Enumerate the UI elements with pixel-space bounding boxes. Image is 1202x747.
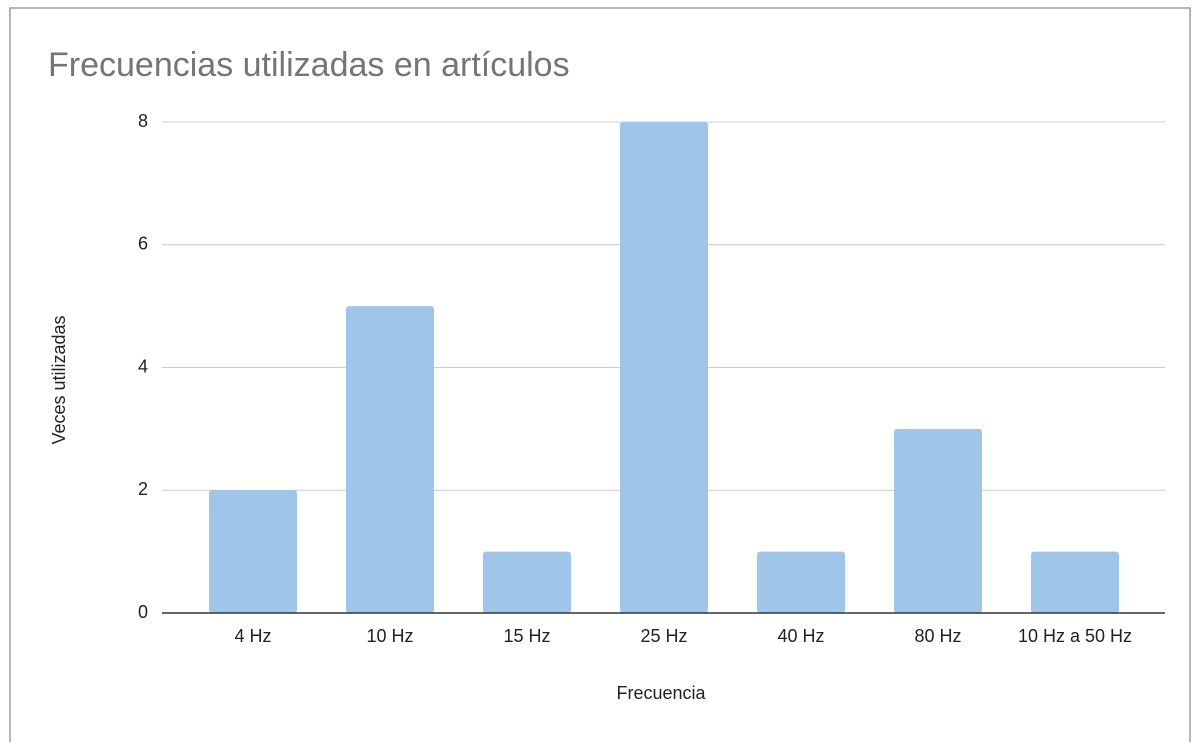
y-tick-label: 2 [138,479,148,499]
x-axis-title: Frecuencia [616,683,706,703]
y-tick-label: 8 [138,111,148,131]
bar [346,306,434,613]
y-tick-label: 6 [138,234,148,254]
bar [209,490,297,613]
chart-title: Frecuencias utilizadas en artículos [48,46,570,84]
x-tick-label: 40 Hz [777,626,824,646]
bar [483,551,571,613]
bar [1031,551,1119,613]
x-tick-label: 15 Hz [503,626,550,646]
bar [894,428,982,613]
y-axis-title: Veces utilizadas [49,315,69,444]
x-tick-label: 10 Hz [366,626,413,646]
x-tick-label: 80 Hz [914,626,961,646]
x-tick-label: 10 Hz a 50 Hz [1018,626,1132,646]
x-tick-label: 4 Hz [234,626,271,646]
x-tick-label: 25 Hz [640,626,687,646]
y-tick-label: 0 [138,602,148,622]
chart-frame [9,7,1191,747]
y-tick-label: 4 [138,356,148,376]
bar [620,122,708,613]
bar [757,551,845,613]
